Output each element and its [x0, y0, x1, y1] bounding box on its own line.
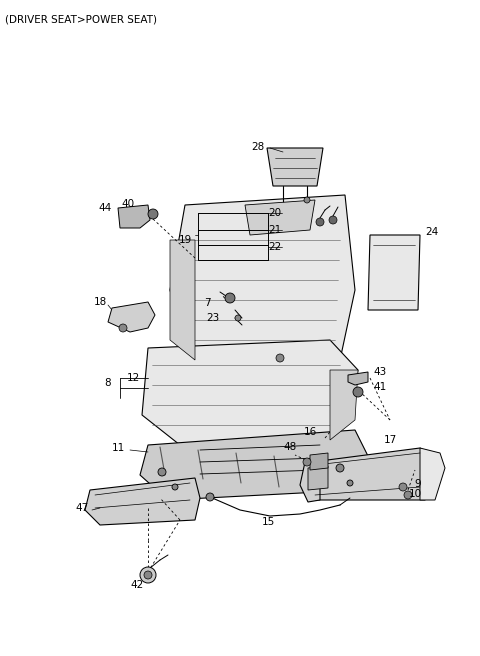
Polygon shape — [108, 302, 155, 332]
Polygon shape — [348, 372, 368, 385]
Text: 41: 41 — [373, 382, 386, 392]
Polygon shape — [330, 370, 358, 440]
Text: 18: 18 — [94, 297, 107, 307]
Circle shape — [303, 458, 311, 466]
Polygon shape — [118, 205, 150, 228]
Circle shape — [148, 209, 158, 219]
Text: 19: 19 — [179, 235, 192, 245]
Polygon shape — [245, 200, 315, 235]
Text: 48: 48 — [283, 442, 297, 452]
Circle shape — [329, 216, 337, 224]
Text: (DRIVER SEAT>POWER SEAT): (DRIVER SEAT>POWER SEAT) — [5, 14, 157, 24]
Circle shape — [316, 218, 324, 226]
Text: 9: 9 — [415, 479, 421, 489]
Circle shape — [172, 484, 178, 490]
Circle shape — [158, 468, 166, 476]
Text: 21: 21 — [268, 225, 282, 235]
Text: 43: 43 — [373, 367, 386, 377]
Circle shape — [140, 567, 156, 583]
Circle shape — [304, 197, 310, 203]
Polygon shape — [420, 448, 445, 500]
Polygon shape — [140, 430, 370, 500]
Polygon shape — [85, 478, 200, 525]
Polygon shape — [310, 453, 328, 470]
Text: 24: 24 — [425, 227, 439, 237]
Polygon shape — [308, 466, 328, 490]
Circle shape — [235, 315, 241, 321]
Circle shape — [347, 480, 353, 486]
Circle shape — [336, 464, 344, 472]
Circle shape — [144, 571, 152, 579]
Polygon shape — [142, 340, 358, 445]
Text: 12: 12 — [126, 373, 140, 383]
Text: 7: 7 — [204, 298, 210, 308]
Polygon shape — [300, 460, 320, 502]
Polygon shape — [170, 240, 195, 360]
Text: 17: 17 — [384, 435, 396, 445]
Circle shape — [206, 493, 214, 501]
Text: 28: 28 — [252, 142, 264, 152]
Text: 22: 22 — [268, 242, 282, 252]
Polygon shape — [267, 148, 323, 186]
Polygon shape — [312, 448, 435, 500]
Circle shape — [399, 483, 407, 491]
Text: 40: 40 — [121, 199, 134, 209]
Circle shape — [276, 354, 284, 362]
Circle shape — [225, 293, 235, 303]
Circle shape — [119, 324, 127, 332]
Text: 11: 11 — [111, 443, 125, 453]
Text: 23: 23 — [206, 313, 220, 323]
Text: 42: 42 — [131, 580, 144, 590]
Text: 47: 47 — [75, 503, 89, 513]
Text: 10: 10 — [408, 489, 421, 499]
Text: 16: 16 — [303, 427, 317, 437]
Polygon shape — [368, 235, 420, 310]
Text: 44: 44 — [98, 203, 112, 213]
Text: 8: 8 — [105, 378, 111, 388]
Text: 20: 20 — [268, 208, 282, 218]
Polygon shape — [170, 195, 355, 370]
Text: 15: 15 — [262, 517, 275, 527]
Circle shape — [353, 387, 363, 397]
Circle shape — [404, 491, 412, 499]
